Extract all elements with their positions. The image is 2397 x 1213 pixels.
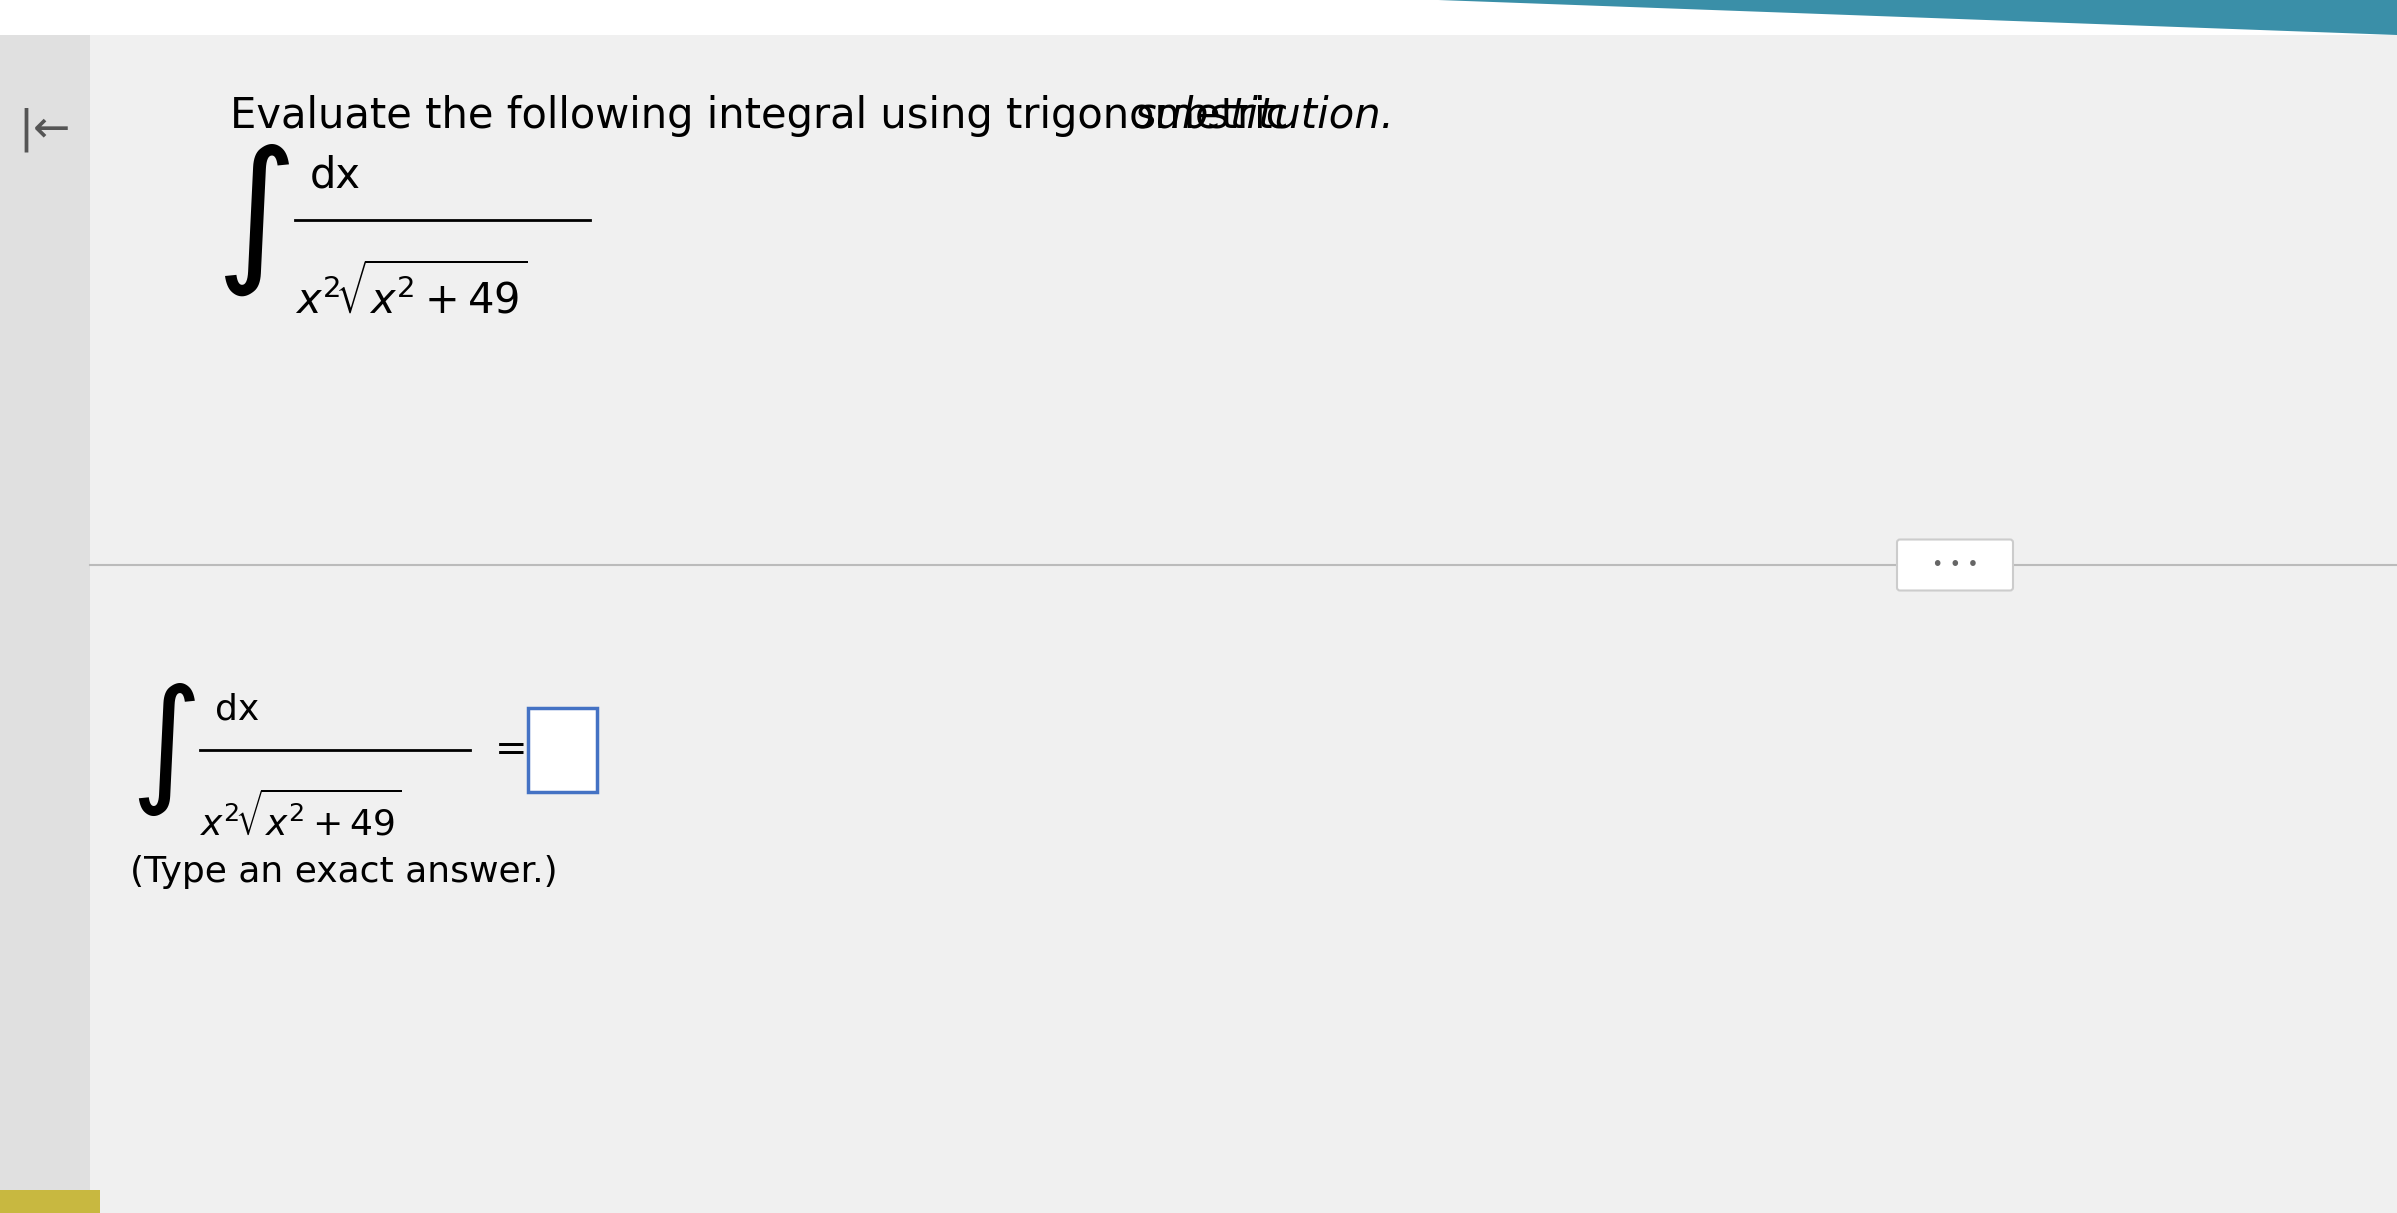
Polygon shape [0, 0, 2397, 35]
Text: =: = [496, 731, 527, 769]
Text: substitution.: substitution. [1134, 95, 1395, 137]
Text: • • •: • • • [1932, 556, 1978, 575]
Text: |←: |← [19, 108, 72, 153]
Bar [0, 1190, 101, 1213]
Text: Evaluate the following integral using trigonometric: Evaluate the following integral using tr… [230, 95, 1302, 137]
Bar [0, 0, 2397, 35]
Text: (Type an exact answer.): (Type an exact answer.) [129, 855, 559, 889]
Bar [0, 0, 91, 1213]
Text: dx: dx [309, 154, 362, 197]
Text: dx: dx [216, 693, 259, 727]
FancyBboxPatch shape [1896, 540, 2013, 591]
FancyBboxPatch shape [527, 708, 597, 792]
Text: $\int$: $\int$ [129, 682, 197, 818]
Text: $x^2\!\sqrt{x^2+49}$: $x^2\!\sqrt{x^2+49}$ [295, 264, 527, 323]
Text: $\int$: $\int$ [216, 142, 290, 298]
Text: $x^2\!\sqrt{x^2+49}$: $x^2\!\sqrt{x^2+49}$ [199, 790, 403, 842]
